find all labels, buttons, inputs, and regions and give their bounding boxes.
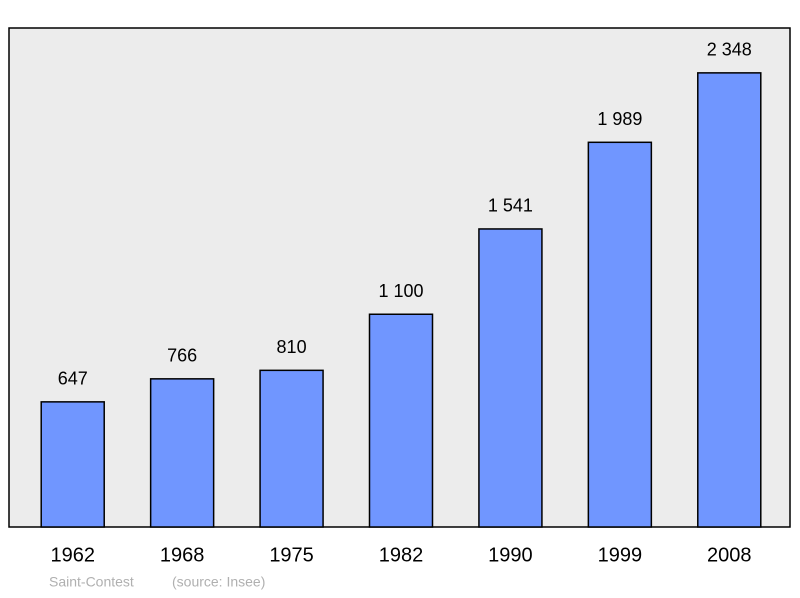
x-tick-label: 1982 [379,544,424,566]
bar [149,378,215,528]
caption: Saint-Contest [49,574,134,590]
value-label: 2 348 [707,40,752,60]
value-label: 647 [58,369,88,389]
x-tick-label: 1968 [160,544,205,566]
value-label: 766 [167,346,197,366]
bar [478,228,543,528]
bar [697,72,762,528]
x-tick-label: 2008 [707,544,752,566]
value-label: 1 100 [378,281,423,301]
bar [368,313,434,528]
bar [40,401,105,528]
x-tick-label: 1975 [269,544,314,566]
value-label: 1 541 [488,196,533,216]
value-label: 1 989 [597,109,642,129]
bar [259,369,324,528]
bar [587,141,653,528]
x-tick-label: 1990 [488,544,533,566]
x-tick-label: 1999 [598,544,643,566]
value-label: 810 [277,337,307,357]
source: (source: Insee) [172,574,265,590]
x-tick-label: 1962 [50,544,95,566]
